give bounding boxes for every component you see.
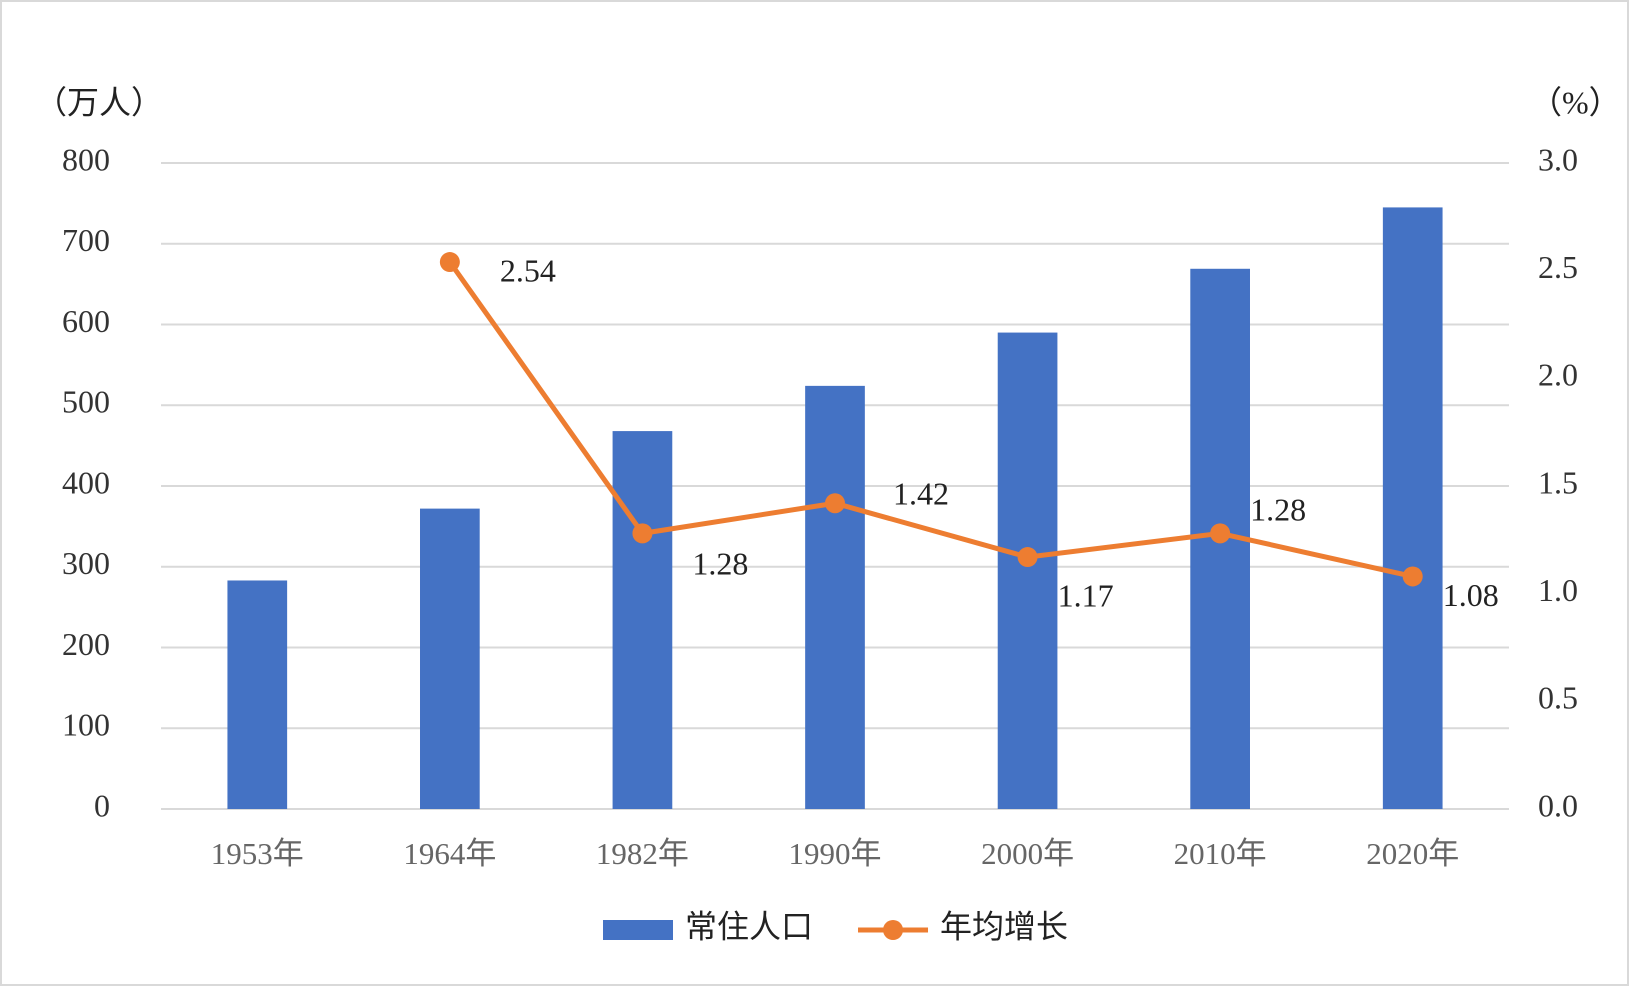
data-label: 1.42 <box>893 476 949 512</box>
y2-axis-label: （%） <box>1530 84 1621 120</box>
y-tick-label: 200 <box>62 626 110 662</box>
bar <box>997 332 1058 809</box>
legend-swatch <box>603 920 673 940</box>
y-tick-label: 800 <box>62 141 110 177</box>
line-marker <box>1017 547 1038 568</box>
data-label: 1.28 <box>1250 492 1306 528</box>
legend-label: 年均增长 <box>940 908 1068 944</box>
x-tick-label: 2010年 <box>1174 836 1267 871</box>
legend-label: 常住人口 <box>685 908 813 944</box>
line-marker <box>632 523 653 544</box>
legend-swatch <box>883 920 904 940</box>
bar <box>805 385 865 809</box>
y-tick-label: 700 <box>62 222 110 258</box>
data-label: 1.08 <box>1443 577 1499 613</box>
y-tick-label: 300 <box>62 545 110 581</box>
x-tick-label: 1982年 <box>596 836 689 871</box>
y-tick-label: 100 <box>62 707 110 743</box>
line <box>447 260 1414 579</box>
data-label: 1.17 <box>1058 577 1114 613</box>
bar <box>612 431 673 809</box>
line-marker <box>439 252 460 273</box>
data-label: 1.28 <box>692 546 748 582</box>
bar <box>420 508 480 809</box>
y2-tick-label: 2.5 <box>1538 249 1578 285</box>
y2-tick-label: 0.5 <box>1538 680 1578 716</box>
line-marker <box>1402 566 1423 587</box>
y-tick-label: 400 <box>62 464 110 500</box>
y2-tick-label: 2.0 <box>1538 357 1578 393</box>
data-label: 2.54 <box>500 252 556 288</box>
y2-tick-label: 3.0 <box>1538 141 1578 177</box>
bar <box>227 580 288 809</box>
x-tick-label: 2000年 <box>981 836 1074 871</box>
y2-tick-label: 1.5 <box>1538 464 1578 500</box>
x-tick-label: 2020年 <box>1366 836 1459 871</box>
y2-tick-label: 0.0 <box>1538 787 1578 823</box>
line-marker <box>1210 523 1231 544</box>
y-axis-label: （万人） <box>35 84 163 120</box>
x-tick-label: 1953年 <box>211 836 304 871</box>
x-tick-label: 1990年 <box>789 836 882 871</box>
line-marker <box>825 493 845 514</box>
y-tick-label: 600 <box>62 303 110 339</box>
y2-tick-label: 1.0 <box>1538 572 1578 608</box>
x-tick-label: 1964年 <box>403 836 496 871</box>
y-tick-label: 0 <box>94 787 110 823</box>
y-tick-label: 500 <box>62 384 110 420</box>
bar <box>1382 207 1443 810</box>
